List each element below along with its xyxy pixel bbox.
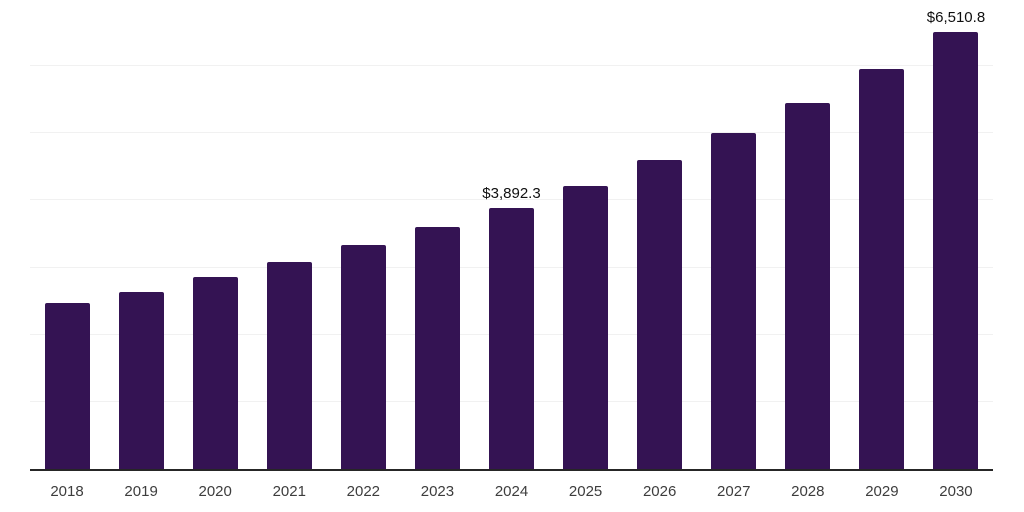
- bar-2029: [859, 68, 905, 469]
- x-tick-label-2028: 2028: [791, 483, 825, 500]
- bar-slot-2028: [771, 0, 845, 469]
- bar-2025: [563, 185, 609, 469]
- x-tick-label-2026: 2026: [642, 483, 677, 500]
- x-tick-label-2018: 2018: [50, 483, 84, 500]
- bar-2023: [414, 227, 460, 469]
- bar-2024: [489, 207, 534, 469]
- bar-2020: [192, 277, 238, 469]
- grid-line-4000: [30, 199, 993, 201]
- bar-slot-2021: [252, 0, 326, 469]
- x-tick-label-2022: 2022: [346, 483, 381, 500]
- x-axis-labels: 2018 2019 2020 2021 2022 2023 2024 2025 2026 2027…: [30, 484, 993, 499]
- bar-2027: [711, 132, 757, 469]
- data-label-2024: $3,892.3: [482, 184, 541, 202]
- bar-slot-2030: $6,510.8: [919, 0, 993, 469]
- bar-slot-2029: [845, 0, 919, 469]
- grid-line-6000: [30, 65, 993, 67]
- x-tick-label-2020: 2020: [198, 483, 232, 500]
- bar-2021: [266, 262, 312, 469]
- bar-slot-2027: [697, 0, 771, 469]
- bar-slot-2018: [30, 0, 104, 469]
- bar-slot-2020: [178, 0, 252, 469]
- bar-2019: [118, 291, 164, 469]
- x-tick-label-2025: 2025: [568, 483, 603, 500]
- data-label-2030: $6,510.8: [926, 8, 986, 26]
- bar-2028: [785, 103, 831, 469]
- x-tick-label-2021: 2021: [272, 483, 306, 500]
- grid-line-5000: [30, 132, 993, 134]
- bars-container: $3,892.3 $6,510.8: [30, 0, 993, 469]
- x-tick-label-2019: 2019: [124, 483, 158, 500]
- bar-slot-2025: [549, 0, 623, 469]
- bar-2018: [44, 303, 90, 469]
- bar-2022: [340, 245, 386, 469]
- plot-area: $3,892.3 $6,510.8: [30, 0, 993, 471]
- x-tick-label-2029: 2029: [865, 483, 899, 500]
- x-tick-label-2030: 2030: [939, 483, 973, 500]
- bar-slot-2019: [104, 0, 178, 469]
- x-tick-label-2023: 2023: [420, 483, 455, 500]
- bar-2026: [637, 160, 683, 469]
- bar-slot-2026: [623, 0, 697, 469]
- bar-slot-2022: [326, 0, 400, 469]
- bar-slot-2023: [400, 0, 474, 469]
- x-tick-label-2027: 2027: [717, 483, 751, 500]
- bar-2030: [933, 31, 979, 469]
- x-tick-label-2024: 2024: [494, 483, 529, 500]
- bar-slot-2024: $3,892.3: [474, 0, 548, 469]
